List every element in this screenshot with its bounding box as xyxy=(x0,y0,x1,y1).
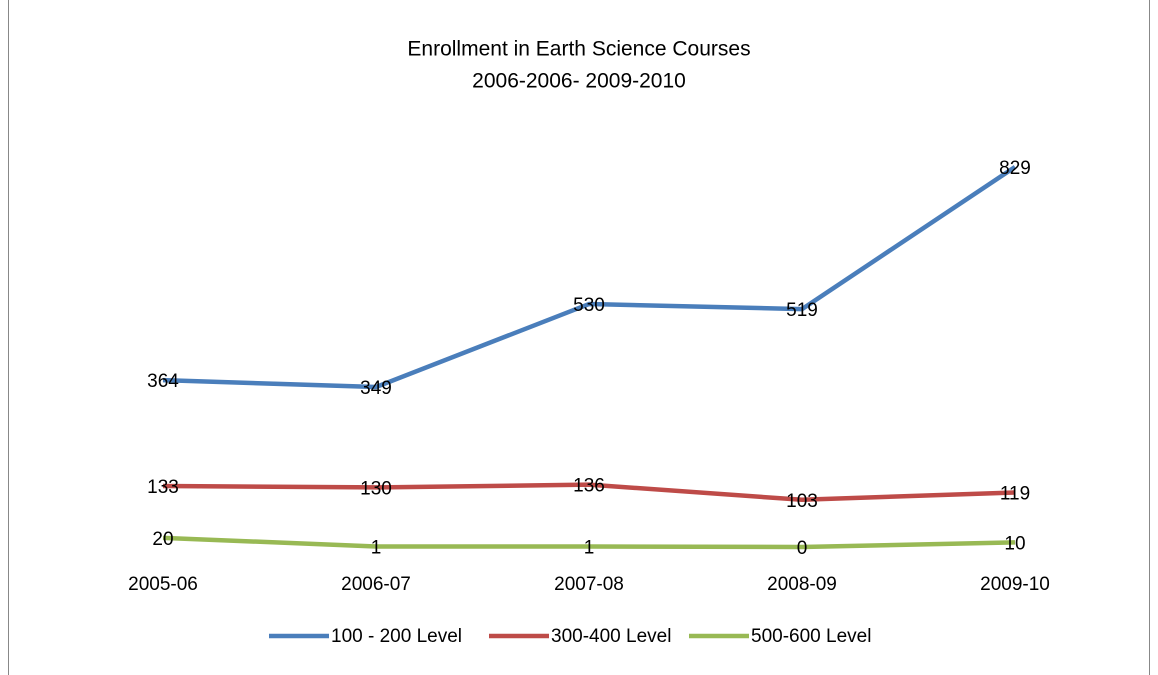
data-label: 103 xyxy=(786,491,818,512)
legend-label: 300-400 Level xyxy=(551,626,671,647)
data-label: 1 xyxy=(584,538,595,559)
x-tick-label: 2005-06 xyxy=(128,574,198,595)
x-tick-label: 2009-10 xyxy=(980,574,1050,595)
chart-border xyxy=(8,0,1150,675)
series-line xyxy=(162,165,1017,390)
data-label: 130 xyxy=(360,478,392,499)
series-line xyxy=(162,482,1016,503)
data-label: 530 xyxy=(573,295,605,316)
data-label: 133 xyxy=(147,477,179,498)
chart-subtitle: 2006-2006- 2009-2010 xyxy=(472,70,686,93)
data-label: 10 xyxy=(1004,533,1025,554)
legend-label: 500-600 Level xyxy=(751,626,871,647)
x-tick-label: 2007-08 xyxy=(554,574,624,595)
data-label: 829 xyxy=(999,158,1031,179)
data-label: 1 xyxy=(371,538,382,559)
data-label: 20 xyxy=(152,529,173,550)
chart-title: Enrollment in Earth Science Courses xyxy=(407,38,750,61)
x-tick-label: 2006-07 xyxy=(341,574,411,595)
x-tick-label: 2008-09 xyxy=(767,574,837,595)
data-label: 119 xyxy=(1000,483,1030,504)
data-label: 349 xyxy=(360,378,392,399)
data-label: 0 xyxy=(797,538,808,559)
data-label: 519 xyxy=(786,300,818,321)
series-line xyxy=(162,535,1016,550)
legend-label: 100 - 200 Level xyxy=(331,626,462,647)
data-label: 364 xyxy=(147,371,179,392)
data-label: 136 xyxy=(573,476,605,497)
